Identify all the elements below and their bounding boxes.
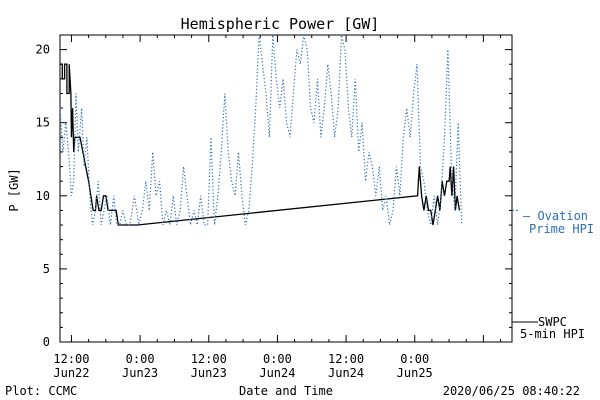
series-swpc-line: [60, 63, 461, 226]
y-tick-label: 10: [36, 189, 50, 203]
y-tick-label: 15: [36, 116, 50, 130]
y-axis-ticks: 0 5 10 15 20: [36, 34, 512, 349]
x-tick-label-time: 12:00: [328, 352, 364, 366]
y-tick-label: 0: [43, 335, 50, 349]
plot-credit: Plot: CCMC: [5, 384, 77, 398]
series-group: [59, 34, 520, 226]
chart-title: Hemispheric Power [GW]: [181, 15, 380, 33]
y-tick-label: 5: [43, 262, 50, 276]
y-axis-label: P [GW]: [7, 168, 21, 211]
x-tick-label-date: Jun22: [53, 366, 89, 380]
x-tick-label-time: 0:00: [400, 352, 429, 366]
legend-swpc-label: SWPC: [538, 315, 567, 329]
x-tick-label-date: Jun23: [122, 366, 158, 380]
x-tick-label-date: Jun24: [328, 366, 364, 380]
x-tick-label-time: 12:00: [53, 352, 89, 366]
x-tick-label-date: Jun23: [191, 366, 227, 380]
x-tick-label-date: Jun24: [259, 366, 295, 380]
y-tick-label: 20: [36, 43, 50, 57]
plot-frame: [59, 34, 513, 343]
plot-timestamp: 2020/06/25 08:40:22: [443, 384, 580, 398]
x-axis-label: Date and Time: [239, 384, 333, 398]
x-tick-label-time: 0:00: [263, 352, 292, 366]
x-axis-ticks: 12:00Jun220:00Jun2312:00Jun230:00Jun2412…: [53, 35, 502, 380]
x-tick-label-time: 12:00: [191, 352, 227, 366]
legend-swpc-label-2: 5-min HPI: [520, 327, 585, 341]
series-ovation-line: [59, 34, 463, 226]
x-tick-label-time: 0:00: [126, 352, 155, 366]
legend-ovation-label: — Ovation: [523, 209, 588, 223]
x-tick-label-date: Jun25: [397, 366, 433, 380]
legend-ovation-label-2: Prime HPI: [529, 222, 594, 236]
